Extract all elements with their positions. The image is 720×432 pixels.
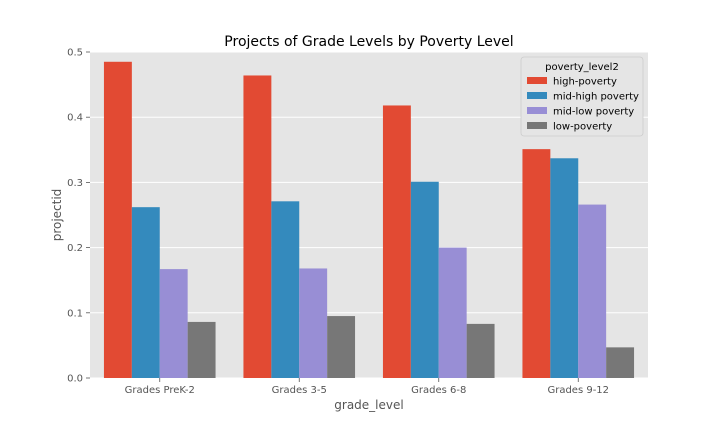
bar <box>382 105 411 379</box>
y-axis-ticks: 0.0 0.1 0.2 0.3 0.4 0.5 <box>67 48 90 385</box>
legend: poverty_level2 high-poverty mid-high pove… <box>520 56 644 137</box>
bar <box>299 268 328 378</box>
y-tick-label: 0.5 <box>67 48 83 59</box>
bar <box>159 269 188 378</box>
x-tick-label: Grades 9-12 <box>547 385 609 396</box>
bar <box>410 181 439 378</box>
legend-swatch <box>527 92 547 99</box>
bar <box>103 61 132 378</box>
x-axis-label: grade_level <box>334 398 403 412</box>
bar <box>327 316 356 378</box>
x-tick-label: Grades 6-8 <box>411 385 466 396</box>
bar <box>522 149 551 378</box>
bar <box>438 247 467 378</box>
chart-title: Projects of Grade Levels by Poverty Leve… <box>224 34 513 50</box>
x-tick-label: Grades 3-5 <box>272 385 327 396</box>
bar <box>271 201 300 378</box>
bar <box>578 204 607 378</box>
bar <box>466 323 495 378</box>
y-tick-label: 0.4 <box>67 113 83 124</box>
y-tick-label: 0.3 <box>67 178 83 189</box>
x-axis-ticks: Grades PreK-2 Grades 3-5 Grades 6-8 Grades … <box>125 378 609 396</box>
legend-swatch <box>527 107 547 114</box>
y-tick-label: 0.1 <box>67 308 83 319</box>
legend-label: high-poverty <box>553 77 617 88</box>
legend-label: mid-low poverty <box>553 107 634 118</box>
bar <box>131 207 160 378</box>
y-tick-label: 0.2 <box>67 243 83 254</box>
bar <box>187 321 216 378</box>
legend-items: high-poverty mid-high poverty mid-low pove… <box>527 77 639 133</box>
legend-label: low-poverty <box>553 122 612 133</box>
bar <box>243 75 272 379</box>
bar <box>550 158 579 378</box>
y-axis-label: projectid <box>50 189 64 242</box>
bar <box>606 347 635 378</box>
legend-title: poverty_level2 <box>545 62 619 73</box>
x-tick-label: Grades PreK-2 <box>125 385 195 396</box>
legend-label: mid-high poverty <box>553 92 639 103</box>
y-tick-label: 0.0 <box>67 374 83 385</box>
legend-swatch <box>527 122 547 129</box>
legend-swatch <box>527 77 547 84</box>
legend-box <box>520 56 644 137</box>
bars <box>103 61 635 379</box>
